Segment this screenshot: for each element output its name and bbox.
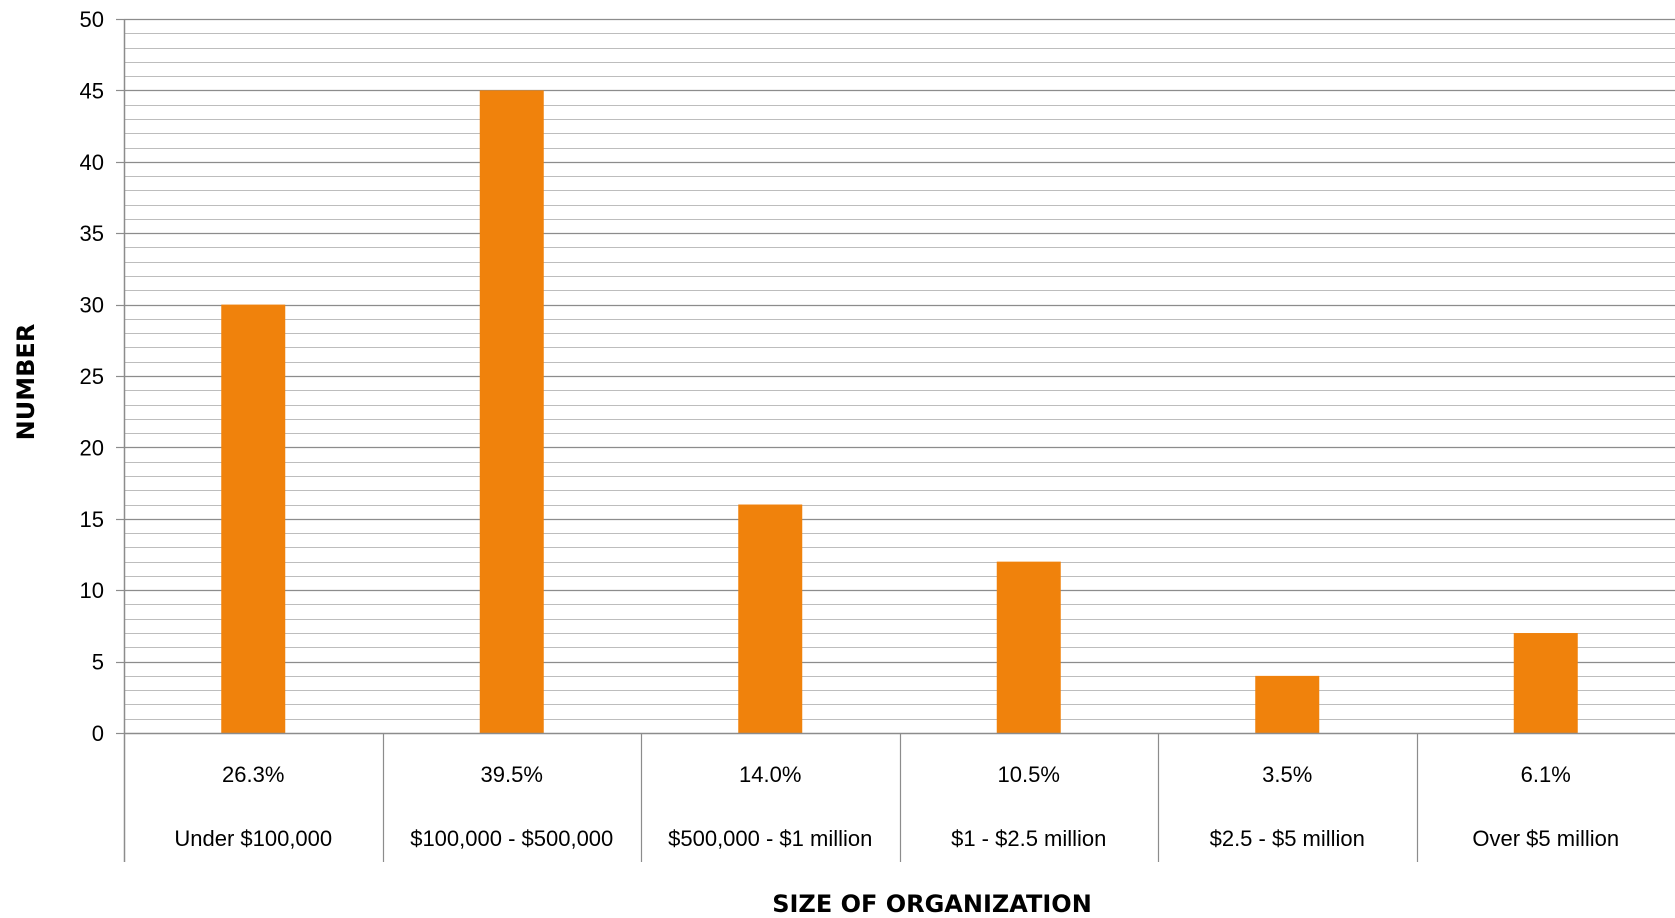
grid-lines [124,18,1675,720]
y-tick-label: 30 [80,293,104,318]
y-tick-label: 20 [80,435,104,460]
percent-label: 10.5% [998,762,1060,787]
percent-label: 14.0% [739,762,801,787]
y-tick-label: 40 [80,150,104,175]
percent-label: 6.1% [1521,762,1571,787]
bar [738,504,803,733]
x-category-labels: 26.3% Under $100,000 39.5% $100,000 - $500,… [174,762,1619,851]
y-tick-label: 15 [80,507,104,532]
category-label: Under $100,000 [174,826,332,851]
y-tick-label: 0 [92,721,104,746]
axes [116,18,1675,862]
y-tick-label: 50 [80,7,104,32]
category-label: $2.5 - $5 million [1210,826,1365,851]
category-label: $1 - $2.5 million [951,826,1106,851]
category-label: $500,000 - $1 million [668,826,872,851]
y-axis-title: NUMBER [12,324,40,441]
bar [479,90,544,733]
bars [221,90,1578,733]
percent-label: 39.5% [481,762,543,787]
bar [221,304,286,733]
y-tick-label: 5 [92,650,104,675]
percent-label: 26.3% [222,762,284,787]
y-tick-labels: 0 5 10 15 20 25 30 35 40 45 50 [80,7,104,746]
bar [996,561,1061,733]
percent-label: 3.5% [1262,762,1312,787]
category-label: $100,000 - $500,000 [410,826,613,851]
category-label: Over $5 million [1472,826,1619,851]
x-axis-title: SIZE OF ORGANIZATION [772,890,1092,918]
y-tick-label: 35 [80,221,104,246]
y-tick-label: 10 [80,578,104,603]
y-tick-label: 45 [80,78,104,103]
y-tick-label: 25 [80,364,104,389]
bar [1513,633,1578,733]
bar [1255,675,1320,733]
